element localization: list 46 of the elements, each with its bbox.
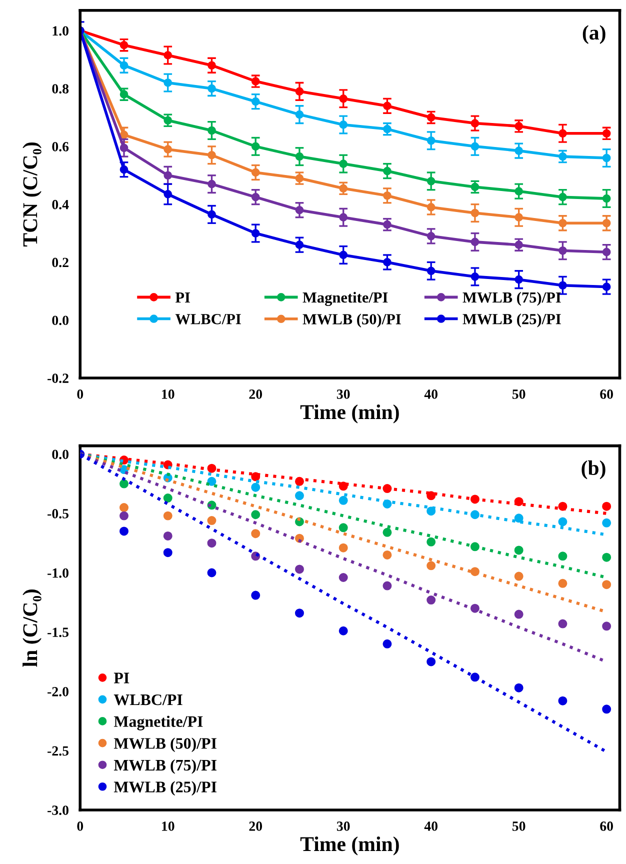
x-tick-label: 20	[249, 390, 262, 399]
legend-label: PI	[114, 672, 130, 684]
legend-label: WLBC/PI	[175, 314, 241, 324]
legend-label: MWLB (25)/PI	[462, 314, 561, 328]
legend-label: WLBC/PI	[114, 694, 182, 706]
x-tick-label: 40	[424, 390, 438, 399]
y-tick-label: 0.6	[52, 142, 69, 152]
legend-label: Magnetite/PI	[302, 292, 388, 306]
x-tick-label: 50	[512, 822, 526, 831]
legend-label: MWLB (75)/PI	[462, 292, 561, 306]
legend-label: MWLB (25)/PI	[114, 781, 216, 796]
x-tick-label: 30	[336, 822, 350, 831]
x-tick-label: 50	[512, 390, 526, 399]
x-tick-label: 30	[336, 390, 350, 399]
legend-label: Magnetite/PI	[114, 716, 203, 730]
y-tick-label: -0.2	[48, 374, 68, 384]
annotation: (a)	[582, 25, 606, 44]
x-tick-label: 60	[600, 822, 613, 831]
y-tick-label: 1.0	[52, 26, 68, 36]
legend-label: MWLB (50)/PI	[114, 738, 216, 752]
x-tick-label: 40	[424, 822, 438, 831]
y-tick-label: 0.0	[52, 316, 68, 326]
x-axis-title: Time (min)	[300, 404, 399, 424]
x-tick-label: 10	[162, 822, 174, 831]
x-tick-label: 20	[249, 822, 262, 831]
y-axis-title: ln (C/C₀)	[22, 590, 42, 667]
y-axis-title: TCN (C/C₀)	[22, 142, 42, 246]
y-tick-label: -2.0	[48, 686, 68, 696]
y-tick-label: -2.5	[48, 746, 69, 756]
legend-label: PI	[175, 292, 190, 303]
legend-label: MWLB (50)/PI	[302, 314, 401, 328]
x-tick-label: 0	[77, 822, 84, 831]
x-tick-label: 10	[162, 390, 174, 399]
x-tick-label: 60	[600, 390, 613, 399]
y-tick-label: 0.0	[52, 450, 68, 460]
y-tick-label: 0.4	[52, 200, 69, 210]
x-tick-label: 0	[77, 390, 84, 399]
y-tick-label: -1.5	[48, 628, 69, 638]
annotation: (b)	[582, 460, 606, 480]
y-tick-label: -1.0	[48, 568, 68, 578]
legend-label: MWLB (75)/PI	[114, 759, 216, 774]
x-axis-title: Time (min)	[300, 836, 399, 856]
y-tick-label: 0.2	[52, 258, 68, 268]
y-tick-label: -0.5	[48, 509, 69, 518]
y-tick-label: -3.0	[48, 806, 68, 816]
y-tick-label: 0.8	[52, 84, 69, 94]
